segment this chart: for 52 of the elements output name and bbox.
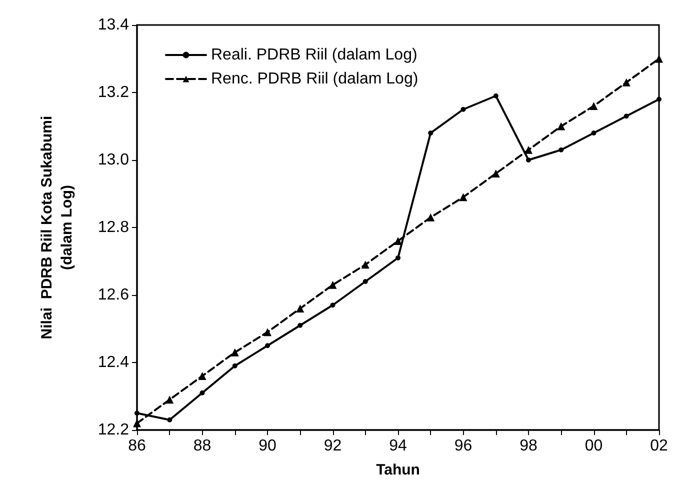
y-tick-label: 12.4 — [98, 354, 130, 371]
point — [362, 279, 368, 284]
y-tick-label: 12.2 — [98, 422, 130, 438]
point — [265, 343, 270, 348]
point — [526, 158, 531, 162]
point — [656, 96, 662, 102]
point — [492, 170, 500, 178]
point — [198, 372, 206, 380]
y-tick-label: 13.0 — [98, 152, 130, 168]
point — [232, 363, 238, 368]
x-tick-label: 00 — [584, 438, 603, 454]
y-tick-label: 12.8 — [98, 219, 130, 236]
point — [296, 304, 304, 312]
x-tick-label: 94 — [389, 438, 407, 454]
legend-label: Reali. PDRB Riil (dalam Log) — [211, 46, 418, 64]
point — [134, 410, 140, 416]
x-tick-label: 02 — [650, 438, 668, 454]
x-axis-title: Tahun — [376, 462, 420, 478]
x-tick-label: 86 — [128, 438, 146, 454]
y-tick-label: 13.4 — [98, 16, 130, 34]
point — [428, 130, 434, 136]
x-tick-label: 92 — [324, 438, 342, 454]
point — [166, 396, 174, 404]
point — [624, 114, 629, 119]
point — [264, 328, 272, 336]
point — [590, 102, 598, 110]
x-tick-label: 96 — [454, 438, 472, 454]
y-tick-label: 12.6 — [98, 286, 130, 304]
point — [460, 106, 466, 112]
point — [394, 237, 402, 245]
point — [493, 93, 498, 98]
point — [426, 213, 435, 222]
point — [167, 417, 172, 422]
y-axis-title: Nilai PDRB Riil Kota Sukabumi (dalam Log) — [38, 116, 76, 340]
point — [591, 130, 596, 136]
point — [230, 348, 239, 356]
point — [298, 322, 303, 328]
point — [558, 147, 564, 152]
legend-label: Renc. PDRB Riil (dalam Log) — [211, 70, 418, 88]
x-tick-label: 98 — [520, 438, 538, 454]
point — [328, 280, 337, 289]
point — [396, 255, 400, 260]
point — [622, 78, 630, 86]
point — [557, 122, 566, 130]
point — [361, 260, 370, 269]
point — [330, 302, 336, 308]
x-tick-label: 88 — [193, 438, 212, 454]
y-tick-label: 13.2 — [98, 84, 130, 101]
point — [200, 390, 205, 396]
x-tick-label: 90 — [258, 438, 276, 454]
point — [655, 54, 663, 63]
point — [459, 193, 468, 202]
